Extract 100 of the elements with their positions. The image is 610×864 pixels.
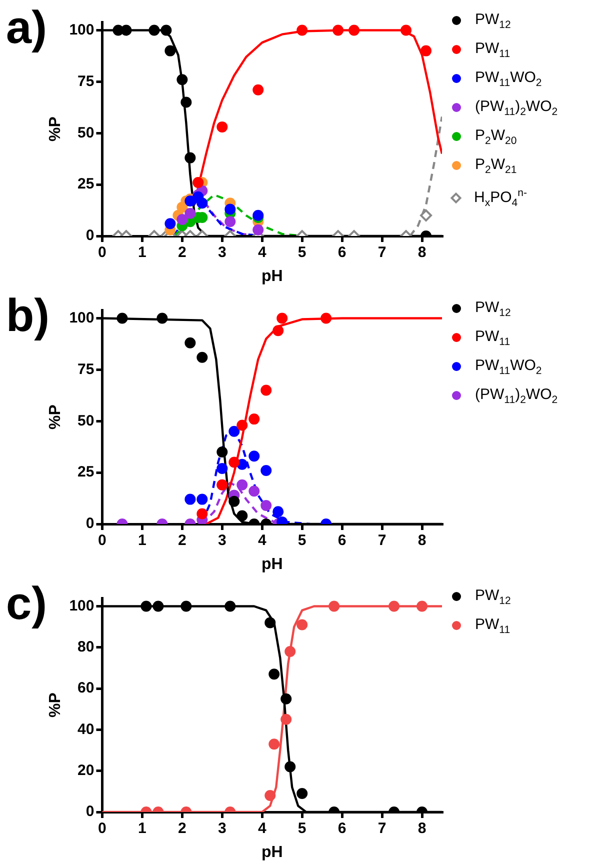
y-tick-label: 40 — [78, 720, 94, 738]
point — [184, 337, 196, 348]
x-tick-label: 8 — [418, 532, 426, 550]
y-tick-label: 100 — [69, 309, 94, 326]
point — [332, 24, 344, 36]
x-axis-title: pH — [261, 268, 283, 285]
point — [140, 600, 152, 612]
legend-label: PW$_{12}$ — [475, 587, 511, 607]
point — [296, 619, 308, 630]
x-tick-label: 6 — [338, 244, 346, 262]
point — [216, 121, 228, 132]
point — [176, 74, 188, 86]
legend-label: PW$_{11}$WO$_{2}$ — [475, 357, 542, 377]
point — [388, 600, 400, 612]
point — [176, 214, 188, 226]
point — [420, 209, 432, 222]
legend-label: (PW$_{11}$)$_{2}$WO$_{2}$ — [475, 386, 558, 406]
x-tick-label: 0 — [98, 532, 106, 550]
x-tick-label: 1 — [138, 244, 146, 262]
point — [400, 24, 412, 36]
y-tick-label: 75 — [78, 360, 94, 378]
point — [164, 45, 176, 56]
legend-label: PW$_{11}$ — [475, 328, 510, 348]
point — [216, 446, 228, 458]
x-tick-label: 0 — [98, 820, 106, 838]
point — [160, 24, 172, 36]
point — [260, 465, 272, 476]
y-tick-label: 50 — [78, 412, 94, 430]
point — [184, 208, 196, 219]
y-axis-title: %P — [47, 692, 64, 718]
x-tick-label: 6 — [338, 532, 346, 550]
x-axis-title: pH — [261, 556, 283, 573]
x-tick-label: 2 — [178, 244, 186, 262]
y-tick-label: 20 — [78, 762, 94, 779]
legend-label: PW$_{11}$WO$_{2}$ — [475, 69, 542, 89]
point — [248, 450, 260, 462]
legend-label: PW$_{12}$ — [475, 299, 511, 319]
x-tick-label: 2 — [178, 820, 186, 838]
point — [236, 510, 248, 522]
point — [228, 426, 240, 437]
point — [184, 196, 196, 207]
point — [156, 312, 168, 324]
x-tick-label: 3 — [218, 532, 226, 550]
point — [260, 384, 272, 396]
y-tick-label: 100 — [69, 21, 94, 38]
point — [184, 494, 196, 505]
legend-label: P$_{2}$W$_{20}$ — [475, 127, 517, 147]
y-tick-label: 25 — [78, 176, 94, 193]
x-tick-label: 2 — [178, 532, 186, 550]
point — [268, 668, 280, 680]
y-tick-label: 60 — [78, 680, 94, 697]
point — [196, 494, 208, 505]
x-tick-label: 1 — [138, 532, 146, 550]
point — [280, 693, 292, 704]
point — [196, 508, 208, 520]
x-tick-label: 5 — [298, 532, 306, 550]
point — [320, 312, 332, 324]
x-tick-label: 8 — [418, 244, 426, 262]
point — [180, 96, 192, 108]
point — [296, 24, 308, 36]
x-tick-label: 0 — [98, 244, 106, 262]
point — [272, 506, 284, 518]
point — [116, 312, 128, 324]
y-tick-label: 25 — [78, 464, 94, 481]
chart-title: c) — [6, 576, 47, 630]
point — [224, 600, 236, 612]
point — [196, 352, 208, 363]
x-tick-label: 8 — [418, 820, 426, 838]
x-tick-label: 7 — [378, 532, 386, 550]
point — [152, 600, 164, 612]
x-tick-label: 6 — [338, 820, 346, 838]
point — [216, 462, 228, 474]
point — [196, 198, 208, 209]
point — [184, 152, 196, 164]
y-tick-label: 75 — [78, 72, 94, 90]
legend-label: PW$_{12}$ — [475, 11, 511, 31]
point — [148, 24, 160, 36]
point — [248, 414, 260, 425]
chart-title: b) — [6, 288, 50, 342]
point — [276, 312, 288, 324]
point — [348, 24, 360, 36]
legend-label: (PW$_{11}$)$_{2}$WO$_{2}$ — [475, 98, 558, 118]
x-tick-label: 5 — [298, 820, 306, 838]
point — [180, 600, 192, 612]
legend-label: PW$_{11}$ — [475, 40, 510, 60]
x-tick-label: 4 — [258, 820, 267, 838]
y-tick-label: 0 — [86, 227, 94, 244]
point — [252, 84, 264, 96]
point — [252, 224, 264, 236]
x-tick-label: 7 — [378, 820, 386, 838]
point — [120, 24, 132, 36]
point — [228, 456, 240, 468]
y-axis-title: %P — [47, 116, 64, 142]
y-tick-label: 0 — [86, 515, 94, 532]
point — [224, 216, 236, 228]
point — [260, 500, 272, 511]
y-tick-label: 100 — [69, 597, 94, 614]
point — [236, 479, 248, 490]
y-tick-label: 80 — [78, 638, 94, 656]
x-tick-label: 3 — [218, 244, 226, 262]
